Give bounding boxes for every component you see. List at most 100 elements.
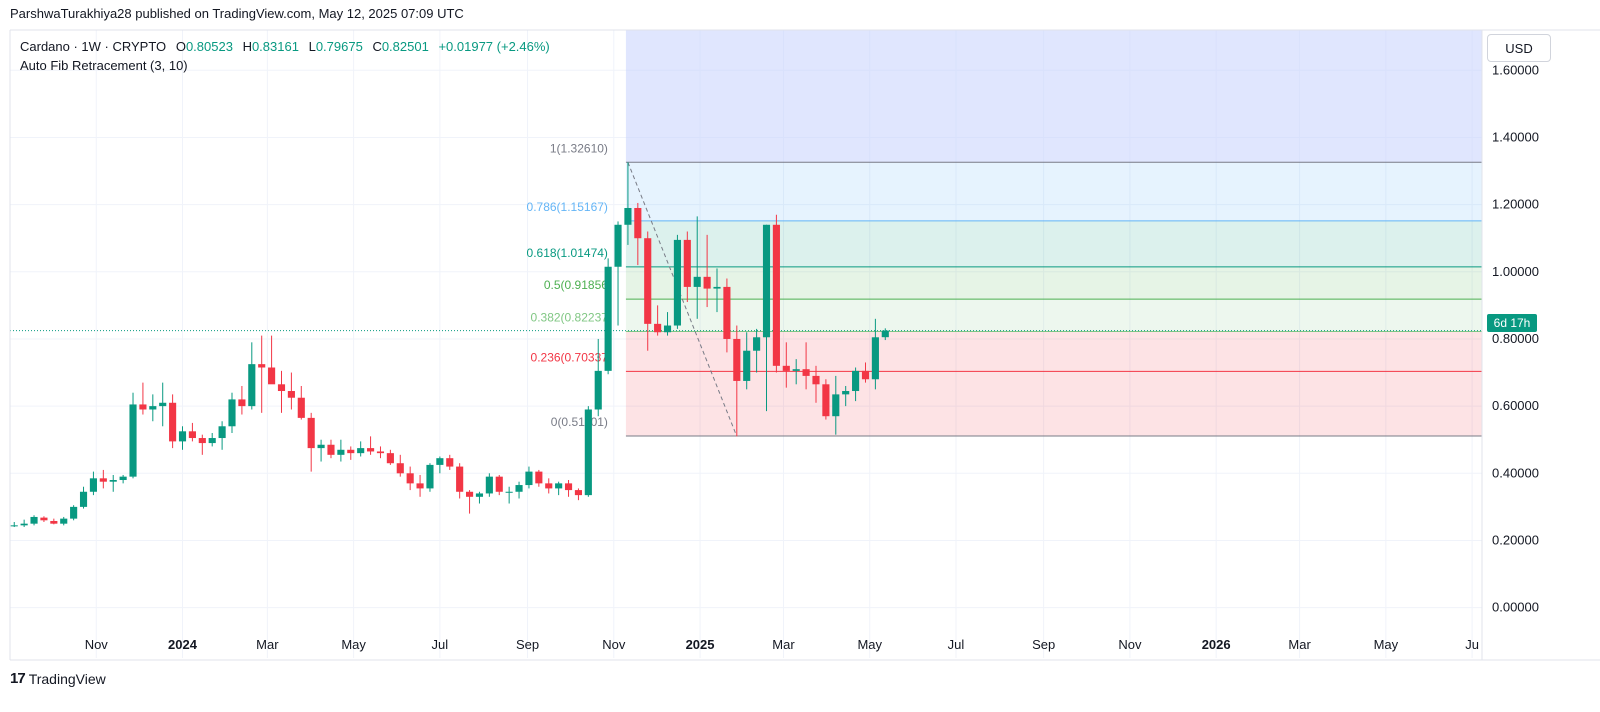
candle-body (505, 491, 513, 493)
x-tick-label: Sep (1032, 637, 1055, 652)
candle-body (367, 448, 375, 452)
high-key: H (242, 39, 252, 54)
x-tick-label: Jul (432, 637, 449, 652)
candle-body (663, 325, 672, 333)
y-tick-label: 0.80000 (1492, 331, 1539, 346)
candle-body (50, 520, 58, 524)
close-key: C (372, 39, 382, 54)
candle-body (753, 337, 761, 351)
candle-body (70, 506, 78, 519)
fib-zone (625, 162, 1482, 221)
candle-body (574, 490, 583, 496)
candle-body (228, 399, 236, 427)
fib-level-label: 0.236(0.70337 (531, 350, 609, 364)
candle-body (733, 338, 741, 381)
candle-body (584, 409, 592, 496)
candle-body (277, 384, 286, 392)
candle-body (376, 451, 385, 454)
brand-name: TradingView (28, 670, 106, 687)
candle-body (644, 238, 652, 324)
candle-body (812, 375, 820, 385)
candle-body (703, 276, 711, 289)
candle-body (555, 483, 563, 489)
candle-body (386, 453, 394, 464)
candle-body (713, 286, 721, 289)
candle-body (762, 224, 771, 338)
candle-body (654, 323, 662, 333)
candlestick-series (10, 162, 889, 528)
fib-trend-line (627, 162, 738, 437)
candle-body (317, 444, 325, 449)
symbol-label: Cardano · 1W · CRYPTO (20, 39, 167, 54)
candle-body (406, 473, 414, 484)
candle-body (634, 207, 642, 239)
fib-zone (625, 299, 1482, 332)
candle-body (60, 518, 68, 524)
candle-body (535, 471, 543, 484)
tradingview-logo-icon: 17 (10, 670, 26, 687)
candle-body (782, 365, 790, 371)
candle-body (792, 369, 800, 371)
candle-body (396, 463, 404, 474)
candle-body (743, 350, 751, 381)
candle-body (178, 431, 187, 442)
candle-body (683, 239, 691, 287)
candle-body (832, 394, 840, 417)
candle-body (446, 458, 454, 467)
candle-body (852, 370, 860, 392)
x-tick-label: 2025 (686, 637, 715, 652)
candle-body (871, 337, 879, 380)
candle-body (327, 444, 335, 455)
candle-body (287, 391, 295, 398)
x-tick-label: Nov (602, 637, 626, 652)
candle-body (347, 449, 355, 454)
candle-body (297, 397, 305, 418)
candle-body (238, 399, 246, 407)
candle-body (129, 404, 137, 477)
candle-body (485, 476, 493, 494)
x-tick-label: Nov (85, 637, 109, 652)
candle-body (119, 476, 127, 481)
x-tick-label: Ju (1465, 637, 1479, 652)
change-value: +0.01977 (+2.46%) (438, 39, 550, 54)
fib-level-label: 0.5(0.91856 (544, 278, 608, 292)
candle-body (40, 517, 48, 521)
candle-body (881, 330, 889, 338)
candle-body (79, 491, 88, 507)
x-tick-label: May (1374, 637, 1399, 652)
fib-level-label: 1(1.32610) (550, 141, 608, 155)
chart-axes: 0.00000 0.20000 0.40000 0.60000 0.80000 1.000… (9, 29, 1600, 661)
candle-body (604, 266, 612, 371)
candle-body (337, 449, 345, 455)
candle-body (169, 402, 177, 442)
x-tick-label: Sep (516, 637, 539, 652)
candle-body (218, 426, 226, 439)
candle-body (594, 370, 602, 410)
candle-body (456, 466, 464, 492)
fib-level-label: 0.786(1.15167) (527, 200, 608, 214)
candle-body (10, 525, 18, 527)
fib-zone (625, 220, 1482, 267)
high-value: 0.83161 (251, 39, 299, 54)
candle-body (772, 224, 780, 366)
x-tick-label: Mar (1288, 637, 1311, 652)
open-key: O (175, 39, 186, 54)
y-tick-label: 0.00000 (1492, 600, 1539, 615)
fib-level-label: 0(0.51101) (551, 415, 608, 429)
candle-body (436, 458, 444, 465)
fib-zone (625, 266, 1482, 300)
footer-brand[interactable]: 17 TradingView (10, 670, 106, 687)
y-tick-label: 1.00000 (1492, 264, 1539, 279)
x-tick-label: 2024 (168, 637, 198, 652)
indicator-legend[interactable]: Auto Fib Retracement (3, 10) (20, 58, 188, 73)
y-tick-label: 1.60000 (1492, 62, 1539, 77)
currency-button[interactable]: USD (1487, 34, 1551, 62)
bar-countdown-badge: 6d 17h (1487, 314, 1537, 332)
y-tick-label: 1.20000 (1492, 197, 1539, 212)
published-by-caption: ParshwaTurakhiya28 published on TradingV… (10, 6, 464, 21)
y-tick-label: 0.20000 (1492, 532, 1539, 547)
candle-body (20, 523, 28, 526)
candle-body (268, 367, 276, 385)
candle-body (208, 438, 216, 444)
